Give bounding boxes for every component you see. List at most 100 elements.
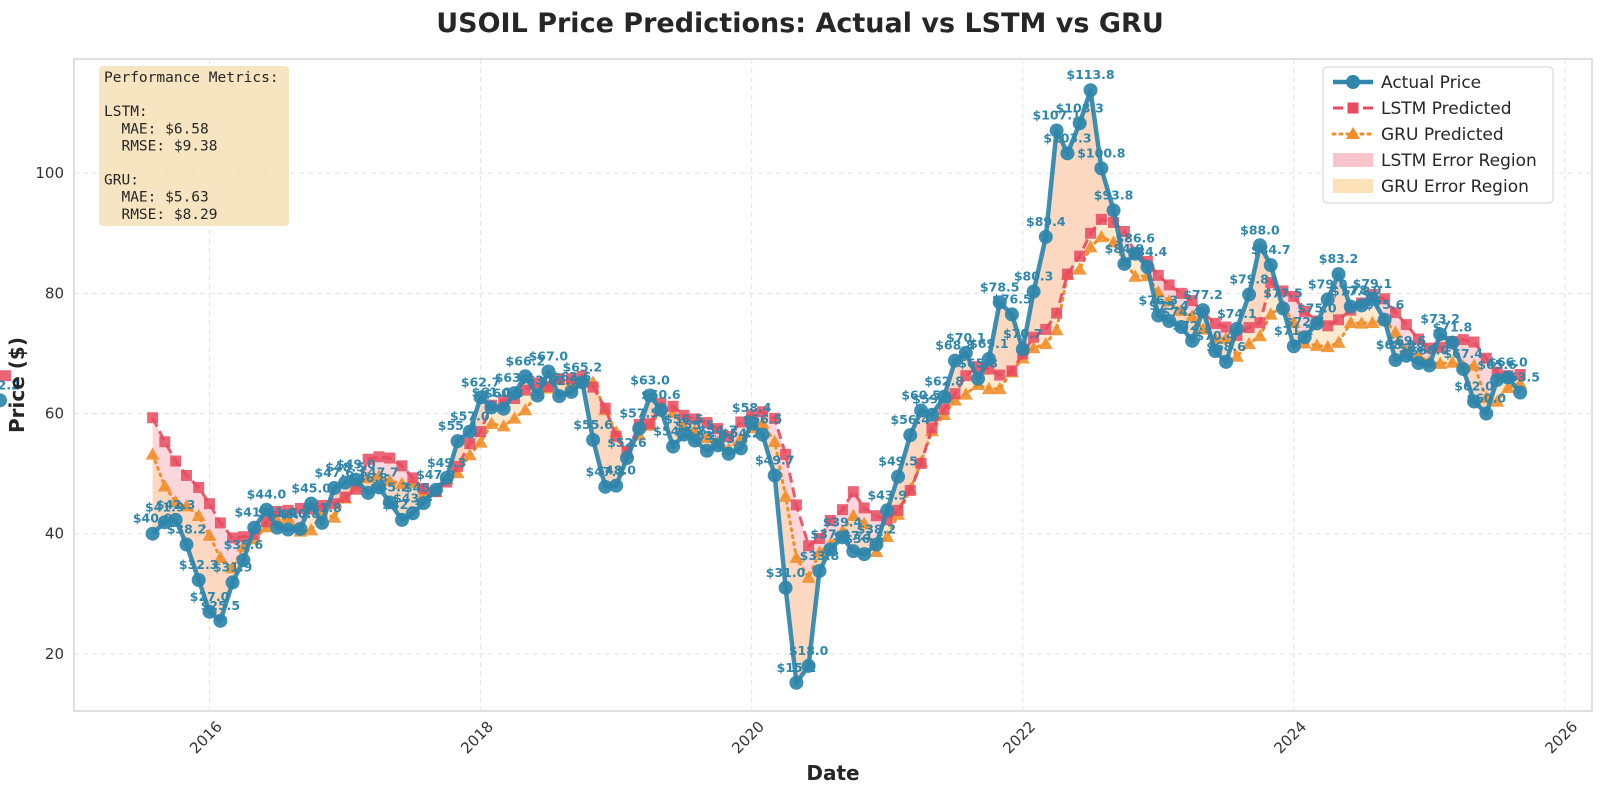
gru-point [213, 550, 228, 564]
gru-point [1445, 355, 1460, 368]
actual-point [450, 434, 465, 449]
metrics-line: MAE: $5.63 [104, 190, 209, 206]
actual-data-label: $77.8 [1331, 284, 1371, 299]
actual-point [259, 502, 274, 517]
actual-data-label: $68.4 [1399, 340, 1439, 355]
lstm-point [1220, 321, 1232, 333]
gru-point [179, 499, 194, 512]
gru-point [1174, 303, 1189, 317]
actual-data-label: $44.0 [247, 487, 287, 502]
lstm-point [1095, 213, 1107, 225]
lstm-point [790, 499, 802, 511]
gru-point [382, 473, 397, 487]
lstm-point [1299, 305, 1311, 317]
actual-data-label: $69.6 [1387, 333, 1427, 348]
actual-data-label: $54.7 [698, 422, 738, 437]
chart-title: USOIL Price Predictions: Actual vs LSTM … [436, 8, 1164, 39]
actual-point [958, 345, 973, 360]
lstm-point [1118, 225, 1130, 237]
actual-data-label: $56.5 [743, 412, 783, 427]
lstm-point [712, 423, 724, 435]
gru-point [281, 511, 296, 524]
actual-data-label: $65.8 [958, 356, 998, 371]
actual-point [1445, 335, 1460, 350]
legend: Actual Price LSTM Predicted GRU Predicted L… [1322, 66, 1554, 204]
actual-point [462, 424, 477, 439]
gru-point [1500, 380, 1515, 393]
actual-data-label: $60.0 [1467, 391, 1507, 406]
actual-point [484, 400, 499, 415]
lstm-point [678, 409, 690, 421]
lstm-point [339, 491, 351, 503]
actual-point [382, 495, 397, 510]
actual-point [1072, 116, 1087, 131]
actual-data-label: $40.7 [268, 507, 308, 522]
actual-data-label: $76.3 [1139, 293, 1179, 308]
actual-data-label: $79.8 [1229, 272, 1269, 287]
actual-point [1513, 385, 1528, 400]
gru-point [666, 405, 681, 419]
actual-point [473, 390, 488, 405]
actual-point [552, 389, 567, 404]
actual-point [0, 393, 7, 408]
lstm-point [227, 532, 239, 544]
actual-point [1343, 299, 1358, 314]
actual-data-label: $103.3 [1043, 130, 1091, 145]
actual-point [1388, 353, 1403, 368]
actual-data-label: $52.6 [607, 435, 647, 450]
metrics-box-bg [99, 66, 289, 226]
actual-data-label: $63.4 [495, 370, 535, 385]
actual-data-label: $86.6 [1115, 231, 1155, 246]
actual-point [1275, 301, 1290, 316]
actual-point [835, 530, 850, 545]
actual-point [179, 537, 194, 552]
lstm-point [983, 363, 995, 375]
gru-point [789, 550, 804, 564]
actual-data-label: $49.3 [427, 455, 467, 470]
actual-point [1365, 291, 1380, 306]
gru-point [846, 508, 861, 521]
lstm-point [599, 402, 611, 414]
lstm-point [1061, 268, 1073, 280]
lstm-point [870, 510, 882, 522]
actual-point [721, 446, 736, 461]
actual-data-label: $65.6 [1477, 357, 1517, 372]
actual-data-label: $78.5 [980, 279, 1020, 294]
actual-point [598, 479, 613, 494]
actual-data-label: $70.4 [1195, 328, 1235, 343]
series-layer [0, 83, 1528, 690]
lstm-point [1163, 279, 1175, 291]
lstm-point [452, 460, 464, 472]
actual-data-label: $79.1 [1353, 276, 1393, 291]
gru-point [327, 510, 342, 523]
actual-point [1433, 327, 1448, 342]
gru-point [518, 402, 533, 416]
gru-point [1365, 315, 1380, 329]
actual-data-label: $65.2 [562, 359, 602, 374]
actual-data-label: $38.2 [167, 522, 207, 537]
lstm-point [780, 448, 792, 460]
gru-point [1072, 262, 1087, 275]
actual-data-label: $60.5 [901, 388, 941, 403]
actual-point [1015, 342, 1030, 357]
actual-point [653, 402, 668, 417]
actual-data-label: $53.3 [709, 431, 749, 446]
actual-data-label: $37.4 [811, 526, 851, 541]
actual-data-label: $60.8 [484, 386, 524, 401]
actual-point [304, 496, 319, 511]
lstm-point [1413, 333, 1425, 345]
actual-point [496, 401, 511, 416]
metrics-line: Performance Metrics: [104, 70, 279, 86]
lstm-point [565, 373, 577, 385]
actual-point [416, 496, 431, 511]
lstm-point [464, 438, 476, 450]
lstm-point [553, 373, 565, 385]
actual-data-label: $48.5 [325, 460, 365, 475]
actual-data-label: $49.0 [336, 457, 376, 472]
y-tick-label: 60 [45, 405, 64, 423]
x-tick-label: 2022 [999, 718, 1039, 758]
y-axis-label: Price ($) [5, 337, 29, 433]
lstm-point [1040, 323, 1052, 335]
lstm-point [0, 370, 11, 382]
